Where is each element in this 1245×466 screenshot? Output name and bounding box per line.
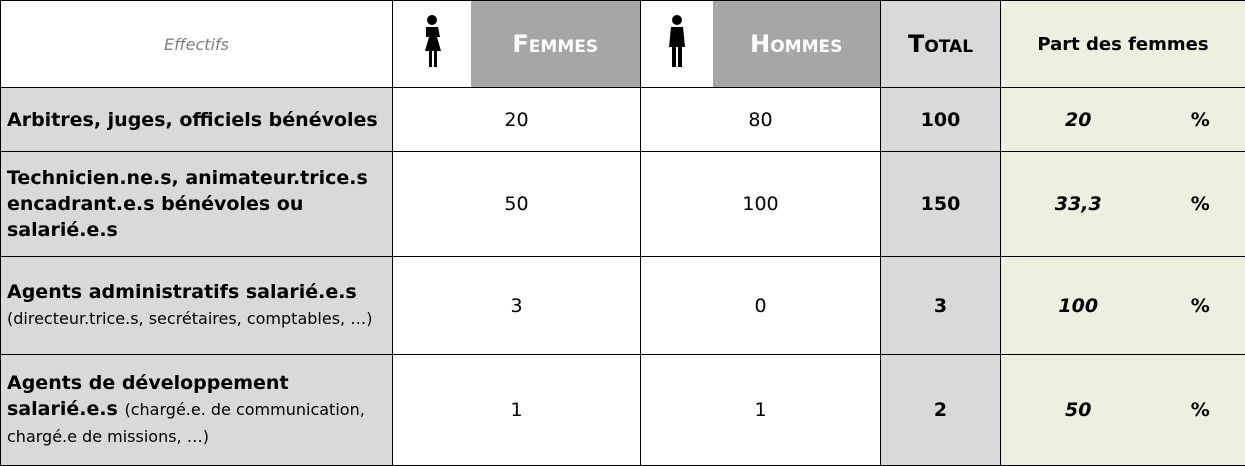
female-icon [425, 14, 441, 67]
men-count: 1 [640, 354, 881, 466]
percent-sign: % [1155, 151, 1245, 257]
percent-sign: % [1155, 354, 1245, 466]
row-label: Agents administratifs salarié.e.s [7, 281, 357, 303]
total-count: 100 [880, 87, 1001, 152]
women-count: 20 [392, 87, 641, 152]
men-count: 100 [640, 151, 881, 257]
women-share: 50 [1000, 354, 1156, 466]
women-share: 20 [1000, 87, 1156, 152]
row-label-cell: Agents de développement salarié.e.s (cha… [0, 354, 393, 466]
percent-sign: % [1155, 87, 1245, 152]
men-count: 0 [640, 256, 881, 355]
men-count: 80 [640, 87, 881, 152]
header-cell: Effectifs [0, 0, 393, 88]
total-count: 3 [880, 256, 1001, 355]
row-label: Technicien.ne.s, animateur.trice.s encad… [7, 167, 368, 241]
percent-sign: % [1155, 256, 1245, 355]
row-detail: (chargé.e. de communication, chargé.e de… [7, 400, 365, 446]
women-share: 100 [1000, 256, 1156, 355]
data-row: Technicien.ne.s, animateur.trice.s encad… [0, 151, 1245, 257]
header-cell: Total [880, 0, 1001, 88]
total-count: 2 [880, 354, 1001, 466]
header-row: Effectifs Femmes Hommes Total Part des f… [0, 0, 1245, 88]
header-cell: Part des femmes [1000, 0, 1245, 88]
row-label-cell: Agents administratifs salarié.e.s (direc… [0, 256, 393, 355]
row-label-cell: Arbitres, juges, officiels bénévoles [0, 87, 393, 152]
data-row: Agents de développement salarié.e.s (cha… [0, 354, 1245, 466]
row-label: Agents de développement salarié.e.s [7, 372, 289, 420]
header-cell: Hommes [712, 0, 881, 88]
women-count: 1 [392, 354, 641, 466]
male-icon [669, 14, 685, 67]
total-count: 150 [880, 151, 1001, 257]
row-label-cell: Technicien.ne.s, animateur.trice.s encad… [0, 151, 393, 257]
women-share: 33,3 [1000, 151, 1156, 257]
row-label: Arbitres, juges, officiels bénévoles [7, 108, 378, 131]
women-count: 3 [392, 256, 641, 355]
male-icon-cell [640, 0, 713, 88]
header-cell: Femmes [470, 0, 641, 88]
data-row: Arbitres, juges, officiels bénévoles 20 80… [0, 87, 1245, 152]
data-row: Agents administratifs salarié.e.s (direc… [0, 256, 1245, 355]
women-count: 50 [392, 151, 641, 257]
female-icon-cell [392, 0, 471, 88]
row-detail: (directeur.trice.s, secrétaires, comptab… [7, 309, 373, 328]
